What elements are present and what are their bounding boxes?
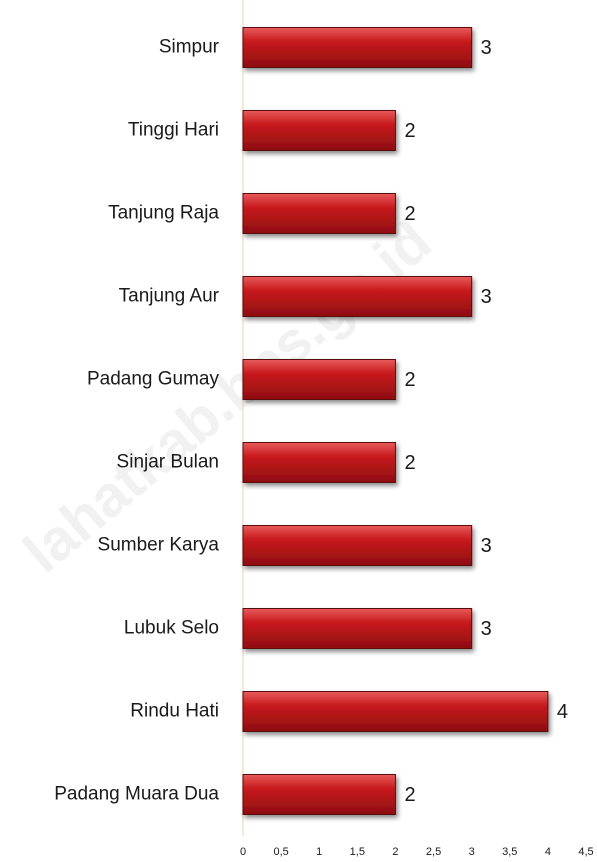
bar [242,193,396,234]
x-tick-label: 0 [240,846,246,858]
bar [242,691,549,732]
x-tick-label: 1 [316,846,322,858]
value-label: 2 [404,784,415,806]
y-tick-label: Padang Muara Dua [54,784,219,805]
y-tick-label: Rindu Hati [130,701,219,722]
x-tick-label: 3,5 [502,846,517,858]
x-tick-label: 2,5 [426,846,441,858]
value-label: 4 [557,701,568,723]
x-tick-label: 0,5 [273,846,288,858]
value-label: 3 [481,535,492,557]
y-tick-label: Tanjung Raja [108,203,219,224]
y-tick-label: Sumber Karya [98,535,220,556]
bar [242,110,396,151]
bar [242,442,396,483]
bar [242,359,396,400]
value-label: 2 [404,452,415,474]
bar [242,525,473,566]
value-label: 2 [404,369,415,391]
x-tick-label: 3 [469,846,475,858]
bar [242,774,396,815]
bar [242,608,473,649]
y-tick-label: Padang Gumay [87,369,220,390]
y-tick-label: Lubuk Selo [124,618,219,639]
value-label: 2 [404,120,415,142]
x-tick-label: 2 [392,846,398,858]
x-tick-label: 1,5 [350,846,365,858]
value-label: 2 [404,203,415,225]
y-tick-label: Tanjung Aur [119,286,220,307]
bar [242,27,473,68]
bar [242,276,473,317]
value-label: 3 [481,286,492,308]
x-tick-label: 4 [545,846,551,858]
value-label: 3 [481,618,492,640]
y-tick-label: Sinjar Bulan [117,452,219,473]
y-tick-label: Tinggi Hari [128,120,219,141]
value-label: 3 [481,37,492,59]
y-tick-label: Simpur [159,37,220,58]
x-tick-label: 4,5 [578,846,593,858]
